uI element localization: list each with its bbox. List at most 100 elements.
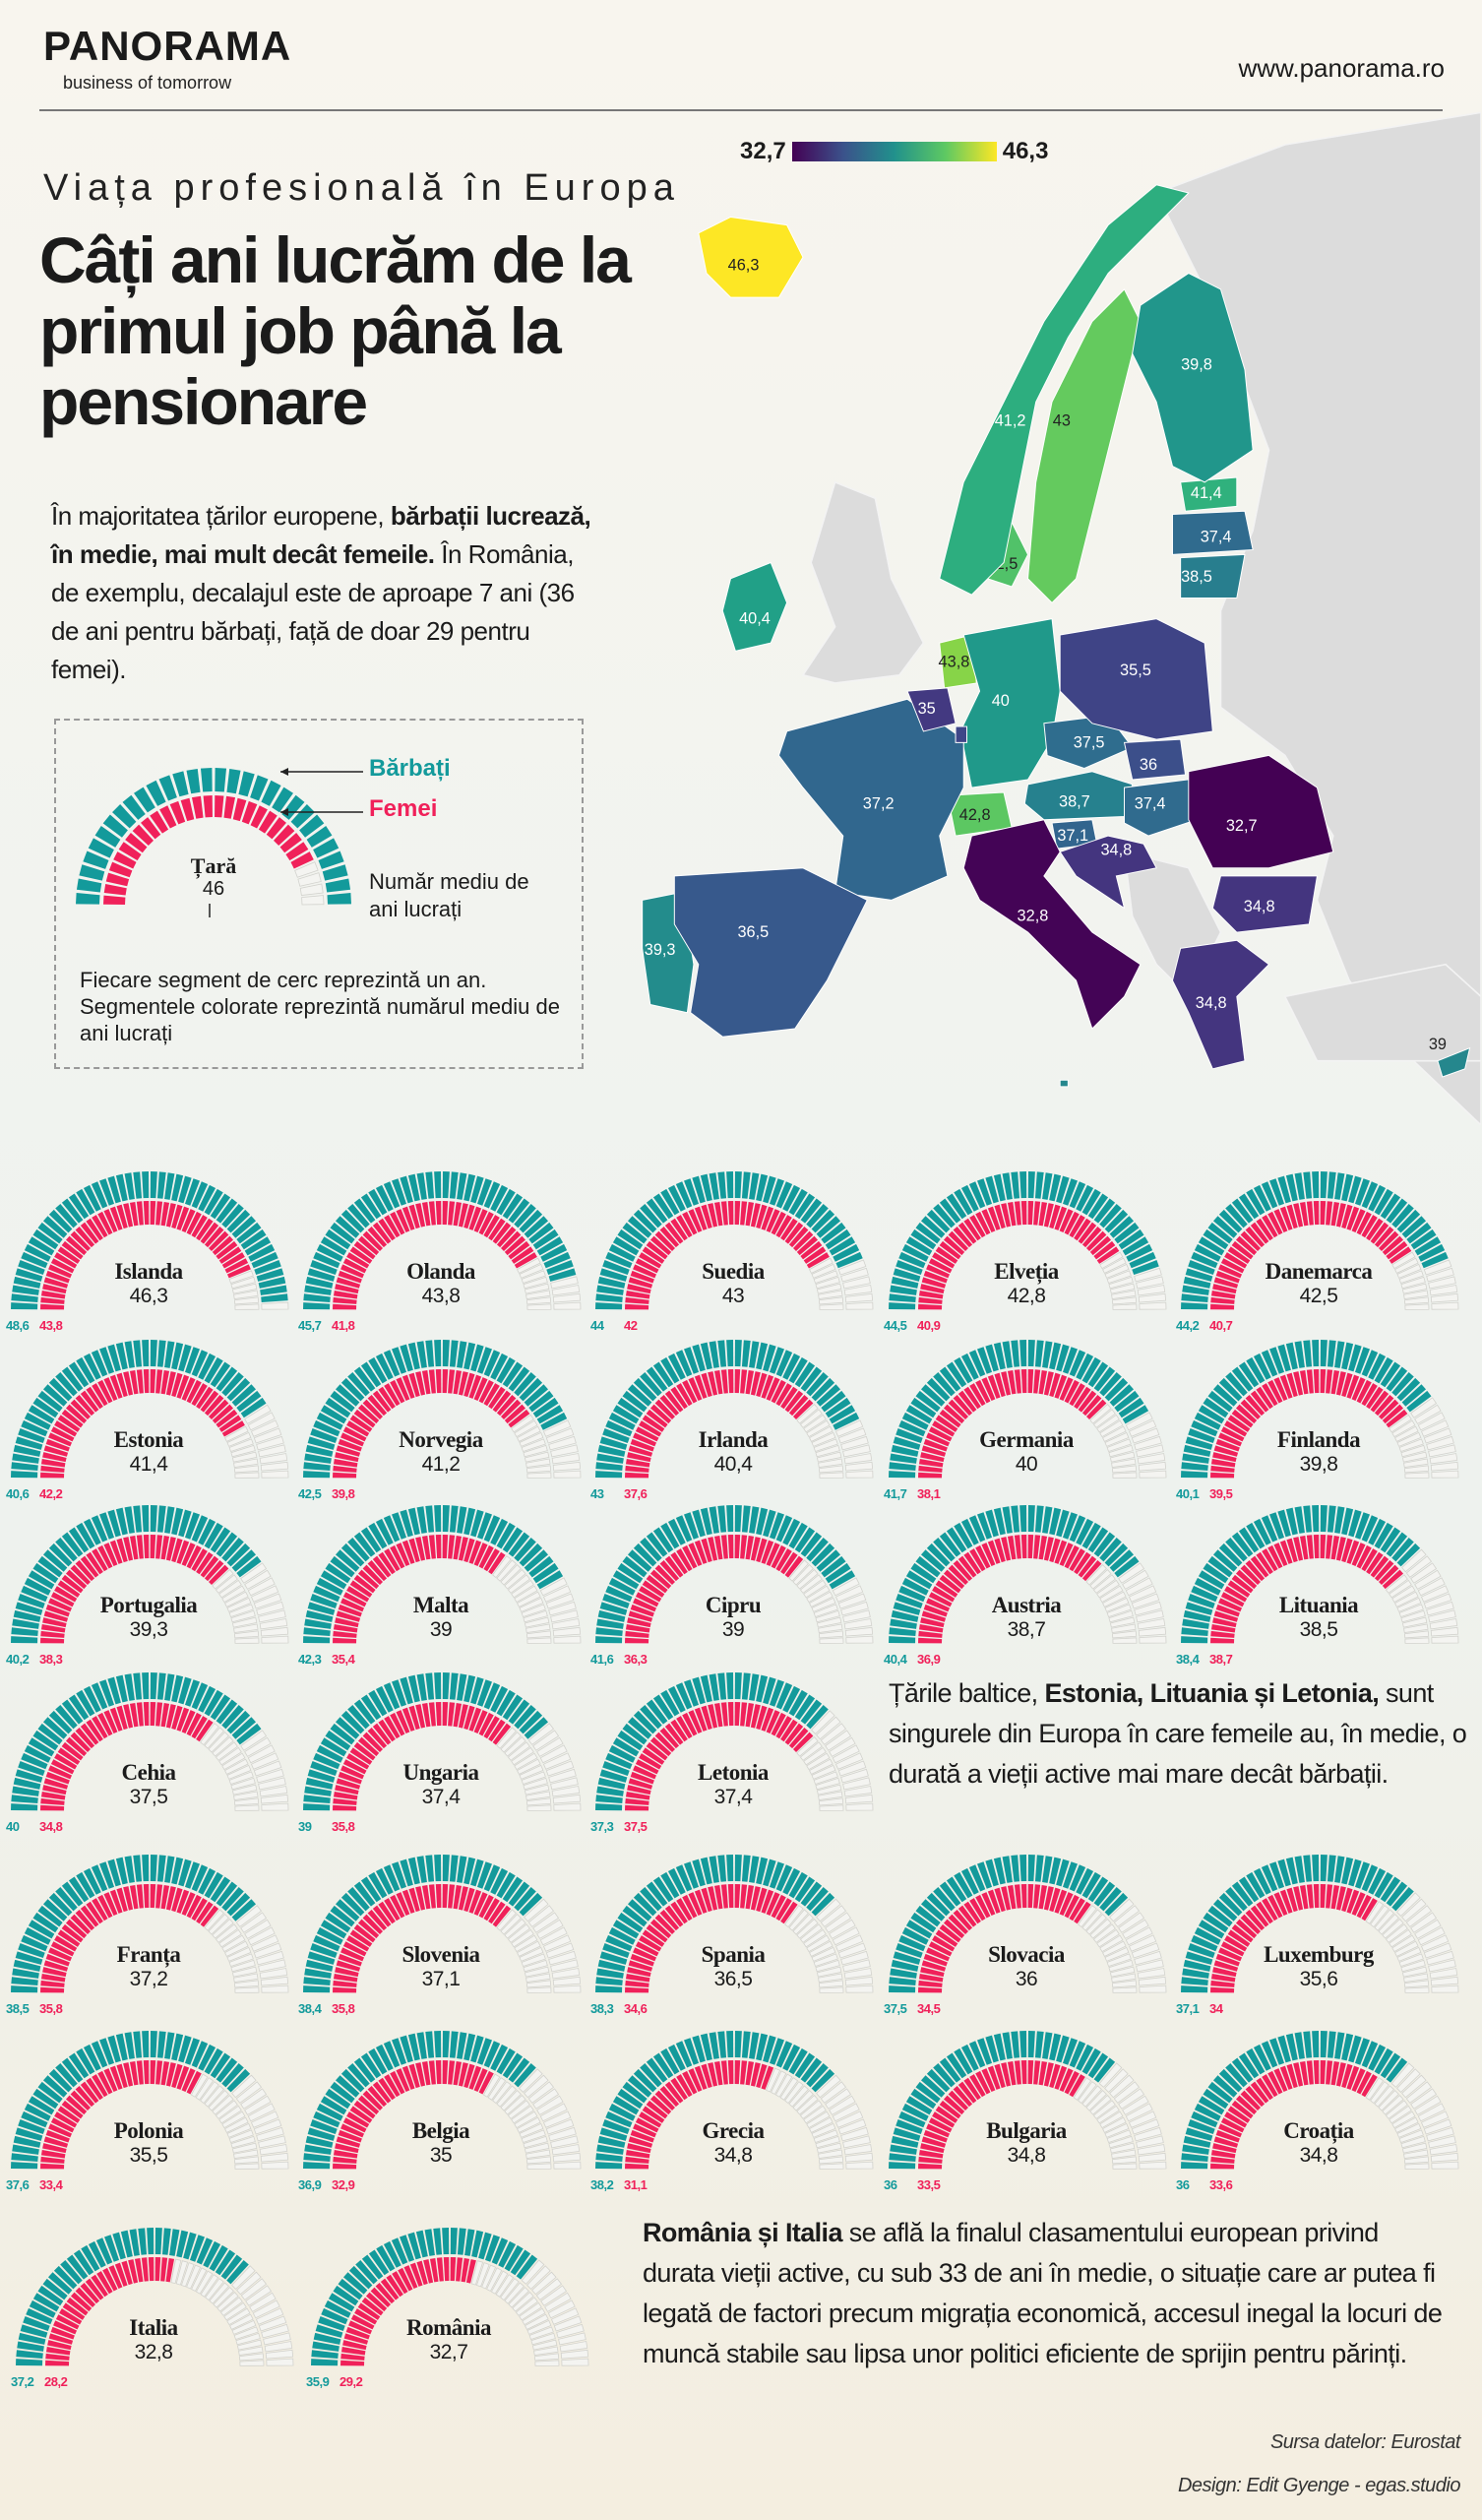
women-value: 34	[1209, 2001, 1223, 2016]
men-segment-filled	[449, 1505, 459, 1533]
women-segment-filled	[333, 1623, 358, 1633]
country-name: Portugalia	[99, 1593, 198, 1617]
women-segment-filled	[920, 2143, 945, 2154]
men-segment-filled	[756, 1173, 769, 1202]
women-segment-filled	[1370, 1555, 1389, 1578]
men-segment-filled	[1104, 1377, 1129, 1402]
men-segment-empty	[244, 2095, 272, 2115]
women-segment-filled	[97, 1211, 113, 1235]
men-value: 38,5	[6, 2001, 30, 2016]
men-segment-filled	[1099, 1371, 1122, 1397]
men-segment-filled	[360, 1876, 382, 1903]
women-segment-filled	[1256, 1901, 1273, 1924]
women-segment-empty	[524, 2313, 549, 2330]
women-segment-empty	[792, 1564, 814, 1586]
men-segment-filled	[76, 1522, 95, 1549]
women-segment-empty	[234, 1637, 260, 1644]
panorama-logo[interactable]: PANORAMA	[43, 23, 292, 69]
men-segment-filled	[532, 1562, 559, 1584]
women-segment-filled	[40, 1290, 66, 1299]
women-segment-filled	[123, 1704, 134, 1729]
men-segment-filled	[335, 1549, 360, 1572]
men-segment-empty	[247, 1577, 276, 1597]
men-segment-empty	[1136, 1276, 1164, 1290]
men-segment-filled	[83, 1867, 101, 1895]
women-segment-filled	[981, 1377, 996, 1402]
men-segment-filled	[191, 1181, 209, 1209]
men-segment-filled	[1225, 2062, 1248, 2088]
intro-bold: bărbații lucrează, în medie, mai mult de…	[51, 501, 591, 569]
men-segment-filled	[1034, 1340, 1044, 1367]
men-segment-filled	[1203, 1912, 1229, 1933]
women-segment-filled	[1020, 1201, 1027, 1226]
women-segment-filled	[333, 2163, 357, 2170]
men-segment-filled	[1354, 1861, 1370, 1889]
men-segment-empty	[259, 1453, 288, 1465]
men-segment-filled	[920, 1384, 946, 1407]
men-segment-empty	[527, 2081, 555, 2104]
women-segment-filled	[920, 1452, 945, 1463]
women-segment-empty	[519, 2122, 544, 2138]
men-segment-empty	[548, 1950, 577, 1966]
men-segment-filled	[220, 2254, 243, 2280]
men-segment-filled	[361, 2254, 384, 2280]
women-value: 33,5	[917, 2177, 941, 2192]
women-segment-empty	[233, 2326, 259, 2341]
men-segment-filled	[920, 2075, 946, 2098]
men-segment-filled	[1391, 1203, 1414, 1228]
men-segment-filled	[825, 1397, 851, 1418]
women-segment-empty	[514, 1752, 538, 1771]
men-segment-empty	[840, 1435, 869, 1451]
men-segment-filled	[115, 1674, 128, 1703]
men-segment-filled	[612, 1405, 640, 1424]
legend-women-segment-filled	[232, 797, 247, 822]
men-segment-empty	[1430, 1292, 1459, 1303]
women-segment-filled	[1341, 1887, 1353, 1913]
women-value: 33,6	[1209, 2177, 1233, 2192]
women-segment-filled	[649, 1235, 672, 1256]
women-segment-filled	[116, 1538, 128, 1563]
map-value-label: 39,3	[645, 941, 676, 959]
country-total: 35	[429, 2144, 453, 2167]
men-segment-filled	[48, 1209, 73, 1233]
men-segment-filled	[543, 1251, 571, 1269]
men-segment-filled	[660, 2048, 680, 2075]
men-segment-empty	[1139, 2161, 1167, 2170]
men-segment-filled	[622, 1555, 648, 1578]
men-segment-filled	[324, 2300, 351, 2318]
men-segment-filled	[24, 1926, 51, 1945]
men-segment-filled	[184, 1512, 200, 1540]
women-segment-empty	[504, 2282, 525, 2304]
men-segment-filled	[1386, 1881, 1408, 1907]
men-segment-empty	[843, 1285, 873, 1296]
men-segment-filled	[307, 1268, 336, 1282]
women-segment-filled	[1267, 2070, 1283, 2095]
men-segment-filled	[1327, 1505, 1336, 1533]
women-segment-filled	[975, 1211, 991, 1235]
women-segment-empty	[212, 1736, 234, 1757]
women-segment-empty	[1092, 2100, 1116, 2119]
logo-tagline: business of tomorrow	[63, 73, 232, 93]
women-segment-filled	[694, 1374, 708, 1399]
men-segment-empty	[552, 1976, 582, 1986]
site-url[interactable]: www.panorama.ro	[1238, 53, 1445, 83]
men-segment-filled	[675, 1515, 693, 1543]
women-segment-empty	[226, 1764, 252, 1780]
women-segment-filled	[336, 1277, 361, 1289]
women-segment-filled	[42, 1284, 67, 1294]
women-segment-filled	[918, 1986, 943, 1993]
men-segment-filled	[800, 2057, 823, 2083]
men-segment-filled	[960, 1518, 979, 1545]
men-segment-filled	[107, 1858, 121, 1887]
men-segment-filled	[895, 1428, 923, 1444]
men-segment-filled	[806, 1203, 829, 1228]
men-segment-empty	[250, 1419, 279, 1437]
women-segment-empty	[784, 1905, 804, 1928]
men-segment-filled	[700, 1507, 712, 1536]
women-segment-filled	[676, 1383, 693, 1407]
men-segment-filled	[977, 2038, 993, 2065]
women-segment-filled	[975, 1544, 991, 1569]
men-segment-filled	[602, 1428, 630, 1444]
women-segment-filled	[1231, 1574, 1254, 1594]
women-segment-filled	[932, 1586, 956, 1603]
